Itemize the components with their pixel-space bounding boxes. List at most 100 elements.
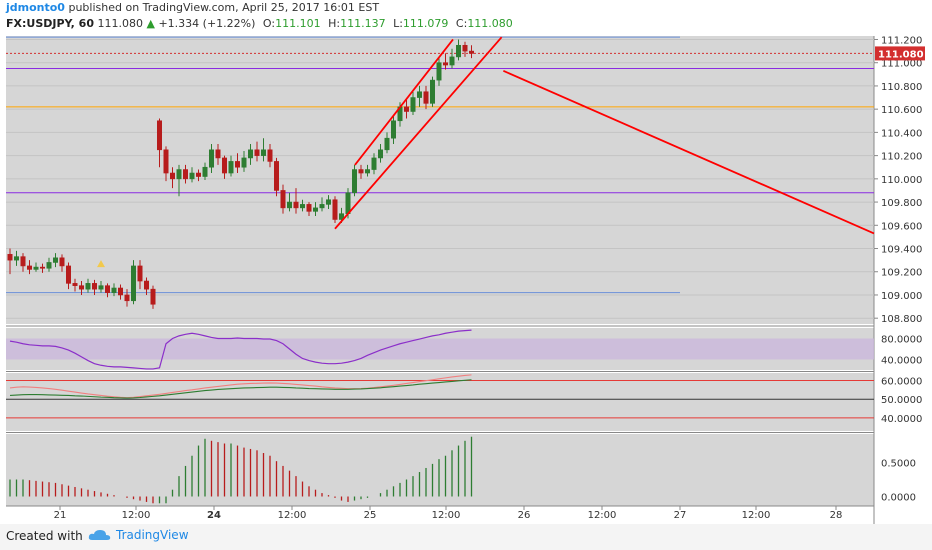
price-axis-label: 110.000: [881, 175, 922, 186]
stoch-rsi-line: [9, 329, 472, 370]
candle-body: [436, 62, 442, 81]
rsi-axis-label: 60.0000: [881, 376, 922, 387]
candle-body: [85, 283, 91, 290]
candle-body: [280, 190, 286, 209]
candle-body: [33, 266, 39, 270]
author-link[interactable]: jdmonto0: [6, 1, 65, 14]
publish-header: jdmonto0 published on TradingView.com, A…: [6, 1, 379, 14]
candle-body: [98, 285, 104, 290]
tradingview-brand: TradingView: [116, 528, 189, 542]
candle-body: [137, 265, 143, 282]
price-axis-label: 110.600: [881, 105, 922, 116]
macd-axis-label: 0.5000: [881, 459, 916, 470]
rsi-axis-label: 40.0000: [881, 414, 922, 425]
stoch-band: [6, 338, 874, 360]
chart-canvas[interactable]: 111.200 111.000 110.800 110.600 110.400 110.2…: [0, 0, 932, 524]
candle-body: [26, 265, 32, 270]
price-axis-label: 108.800: [881, 314, 922, 325]
trend-line: [503, 70, 875, 235]
time-axis-label: 24: [207, 510, 221, 521]
candle-body: [59, 257, 65, 267]
last-price-badge-label: 111.080: [878, 49, 924, 60]
candle-body: [72, 283, 78, 286]
open-value: 111.101: [275, 17, 321, 30]
candle-body: [176, 169, 182, 180]
close-value: 111.080: [467, 17, 513, 30]
candle-body: [306, 204, 312, 212]
candle-body: [462, 44, 468, 52]
candle-body: [163, 149, 169, 174]
time-axis-label: 12:00: [432, 510, 461, 521]
candle-body: [338, 213, 344, 220]
candle-body: [222, 157, 228, 174]
candle-body: [105, 285, 111, 293]
candle-body: [403, 106, 409, 112]
time-axis-label: 12:00: [742, 510, 771, 521]
time-axis-label: 26: [518, 510, 531, 521]
rsi-series-line: [9, 374, 472, 399]
candle-body: [144, 280, 150, 290]
candle-body: [46, 262, 52, 269]
candle-body: [364, 169, 370, 174]
candle-body: [124, 294, 130, 302]
time-axis-label: 28: [830, 510, 843, 521]
macd-panel: [6, 434, 874, 506]
candle-body: [468, 50, 474, 54]
candle-body: [79, 285, 85, 290]
close-label: C:: [455, 17, 468, 30]
candle-body: [14, 256, 20, 261]
published-text: published on TradingView.com, April 25, …: [68, 1, 380, 14]
candle-body: [267, 149, 273, 162]
time-axis-label: 27: [674, 510, 687, 521]
symbol-label[interactable]: FX:USDJPY, 60: [6, 17, 94, 30]
candle-body: [351, 169, 357, 194]
candle-body: [429, 79, 435, 104]
candle-body: [423, 91, 429, 104]
price-axis-label: 109.600: [881, 221, 922, 232]
price-axis-label: 111.000: [881, 59, 922, 70]
candle-body: [170, 172, 176, 180]
candle-body: [384, 137, 390, 151]
candle-body: [377, 149, 383, 159]
candle-body: [228, 161, 234, 174]
high-label: H:: [328, 17, 341, 30]
time-axis-label: 12:00: [588, 510, 617, 521]
candle-body: [7, 254, 13, 261]
rsi-axis-label: 50.0000: [881, 395, 922, 406]
candle-body: [235, 161, 241, 168]
candle-body: [92, 283, 98, 290]
candle-body: [410, 97, 416, 112]
rsi-series-line: [9, 379, 472, 399]
candle-body: [196, 172, 202, 177]
trend-line: [354, 38, 454, 166]
time-axis-label: 12:00: [122, 510, 151, 521]
candle-body: [286, 201, 292, 209]
price-axis-label: 109.400: [881, 245, 922, 256]
candle-body: [293, 201, 299, 209]
last-price: 111.080: [97, 17, 144, 30]
price-axis-label: 109.000: [881, 291, 922, 302]
time-axis-label: 12:00: [278, 510, 307, 521]
price-axis-label: 110.800: [881, 82, 922, 93]
candle-body: [52, 257, 58, 263]
candle-body: [254, 149, 260, 156]
price-panel: [6, 36, 874, 324]
candle-body: [390, 120, 396, 139]
candle-body: [39, 266, 45, 269]
price-axis-label: 110.400: [881, 128, 922, 139]
created-with-label: Created with: [6, 529, 83, 543]
candle-body: [150, 288, 156, 305]
footer-bar: Created with TradingView: [0, 524, 932, 550]
candle-body: [260, 149, 266, 156]
last-price-badge: [875, 46, 925, 61]
candle-body: [209, 149, 215, 168]
event-flag-icon: [97, 260, 105, 268]
price-axis-label: 110.200: [881, 152, 922, 163]
low-label: L:: [393, 17, 403, 30]
candle-body: [66, 265, 72, 284]
tradingview-logo[interactable]: TradingView: [88, 528, 189, 542]
candle-body: [325, 199, 331, 205]
candle-body: [358, 169, 364, 174]
rsi-panel: [6, 373, 874, 431]
stoch-axis-label: 80.0000: [881, 335, 922, 346]
